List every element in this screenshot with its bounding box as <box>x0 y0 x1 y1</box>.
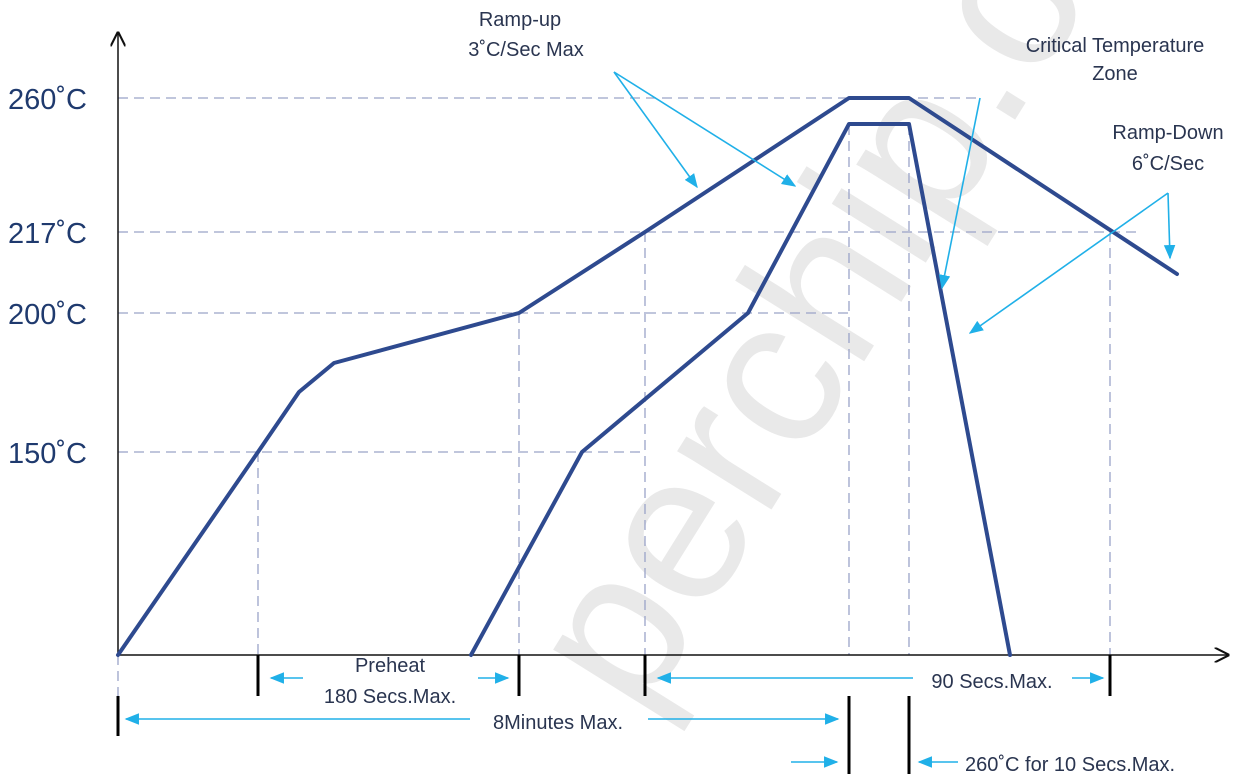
minutes8-label: 8Minutes Max. <box>493 712 623 734</box>
x-ticks <box>116 655 1112 774</box>
ramp-down-rate: 6˚C/Sec <box>1132 153 1204 175</box>
ramp-up-rate: 3˚C/Sec Max <box>468 39 584 61</box>
guide-lines <box>117 97 1140 700</box>
annotation-arrows <box>124 71 1176 768</box>
ramp-up-title: Ramp-up <box>479 9 561 31</box>
y-label-200: 200˚C <box>8 299 87 331</box>
secs90-label: 90 Secs.Max. <box>931 671 1052 693</box>
y-label-217: 217˚C <box>8 218 87 250</box>
critical-zone-sub: Zone <box>1092 63 1138 85</box>
ramp-down-title: Ramp-Down <box>1112 122 1223 144</box>
min-profile-curve <box>469 122 1012 657</box>
max-profile-curve <box>116 96 1179 657</box>
axes <box>118 33 1228 655</box>
y-label-260: 260˚C <box>8 84 87 116</box>
y-label-150: 150˚C <box>8 438 87 470</box>
peak-hold-label: 260˚C for 10 Secs.Max. <box>965 754 1175 776</box>
preheat-label: Preheat <box>355 655 425 677</box>
critical-zone-title: Critical Temperature <box>1026 35 1205 57</box>
watermark: perchip.cn <box>479 0 1192 744</box>
preheat-duration: 180 Secs.Max. <box>324 686 456 708</box>
